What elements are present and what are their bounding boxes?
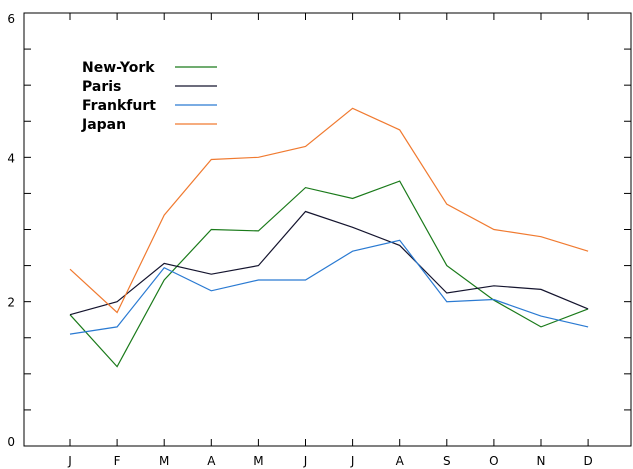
data-point-japan (257, 156, 260, 159)
data-point-frankfurt (492, 298, 495, 301)
x-tick-label: J (303, 454, 308, 468)
data-point-paris (163, 262, 166, 265)
data-point-frankfurt (540, 315, 543, 318)
data-point-frankfurt (116, 325, 119, 328)
series-line-japan (69, 107, 589, 314)
data-point-japan (540, 235, 543, 238)
data-point-japan (116, 311, 119, 314)
data-point-paris (445, 292, 448, 295)
data-point-paris (257, 264, 260, 267)
data-point-japan (210, 158, 213, 161)
data-point-paris (210, 273, 213, 276)
data-point-paris (540, 288, 543, 291)
data-point-new-york (163, 279, 166, 282)
data-point-new-york (304, 186, 307, 189)
x-tick-label: M (159, 454, 169, 468)
data-point-frankfurt (398, 239, 401, 242)
data-point-frankfurt (210, 289, 213, 292)
data-point-paris (398, 244, 401, 247)
data-point-frankfurt (257, 279, 260, 282)
data-point-new-york (351, 197, 354, 200)
legend-label: Paris (82, 79, 121, 95)
series-line-paris (69, 210, 589, 316)
x-tick-label: D (583, 454, 592, 468)
legend: New-York Paris Frankfurt Japan (81, 60, 217, 133)
data-point-japan (587, 250, 590, 253)
y-tick-label: 4 (7, 151, 15, 165)
data-point-frankfurt (587, 325, 590, 328)
data-point-paris (304, 210, 307, 213)
series-line-new-york (69, 180, 589, 368)
data-point-frankfurt (163, 266, 166, 269)
series-new-york (69, 180, 589, 368)
x-tick-label: O (489, 454, 498, 468)
series-layer (69, 107, 590, 368)
data-point-paris (492, 284, 495, 287)
y-tick-label: 0 (7, 435, 15, 449)
x-tick-label: M (253, 454, 263, 468)
x-tick-label: S (443, 454, 451, 468)
data-point-paris (587, 307, 590, 310)
plot-frame (23, 12, 632, 447)
legend-label: New-York (82, 60, 155, 76)
data-point-paris (116, 300, 119, 303)
data-point-japan (304, 145, 307, 148)
data-point-japan (69, 268, 72, 271)
data-point-frankfurt (69, 333, 72, 336)
data-point-new-york (210, 228, 213, 231)
y-tick-label: 6 (7, 12, 15, 26)
series-line-frankfurt (69, 239, 589, 335)
x-tick-label: J (67, 454, 72, 468)
x-tick-label: F (114, 454, 121, 468)
data-point-new-york (398, 180, 401, 183)
data-point-new-york (116, 365, 119, 368)
data-point-frankfurt (445, 300, 448, 303)
series-paris (69, 210, 590, 316)
data-point-new-york (540, 325, 543, 328)
data-point-frankfurt (351, 250, 354, 253)
data-point-japan (351, 107, 354, 110)
data-point-frankfurt (304, 279, 307, 282)
axes: 0 2 4 6 J F M A M J J A S O N D (7, 12, 632, 468)
data-point-japan (445, 203, 448, 206)
y-tick-label: 2 (7, 296, 15, 310)
legend-label: Frankfurt (82, 98, 156, 114)
x-tick-label: A (396, 454, 405, 468)
data-point-new-york (257, 229, 260, 232)
x-tick-label: J (350, 454, 355, 468)
data-point-paris (351, 226, 354, 229)
series-japan (69, 107, 590, 314)
x-tick-label: N (537, 454, 546, 468)
data-point-new-york (445, 264, 448, 267)
series-frankfurt (69, 239, 590, 336)
x-tick-label: A (207, 454, 216, 468)
data-point-japan (492, 228, 495, 231)
data-point-paris (69, 313, 72, 316)
data-point-japan (163, 214, 166, 217)
data-point-japan (398, 128, 401, 131)
legend-label: Japan (81, 117, 126, 133)
